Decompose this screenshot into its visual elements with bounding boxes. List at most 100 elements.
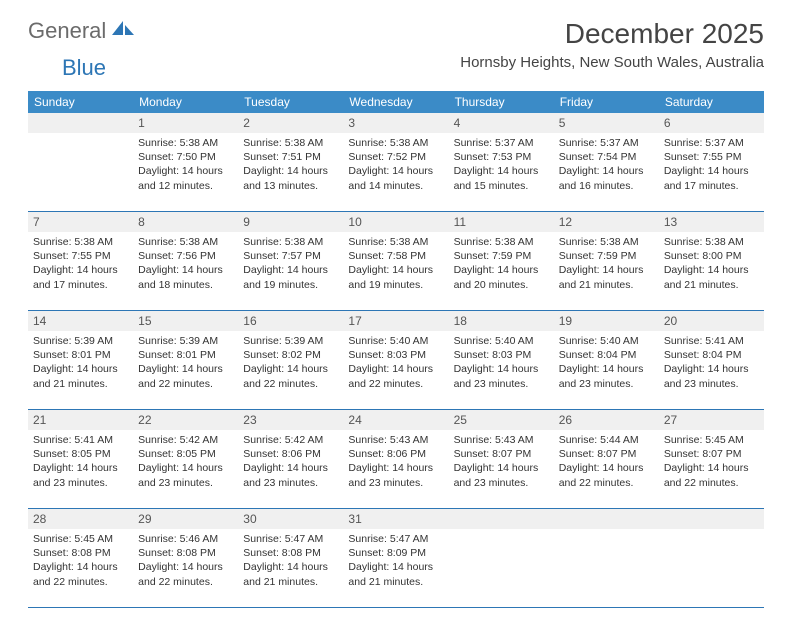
weekday-header: Sunday <box>28 91 133 113</box>
sunrise-line: Sunrise: 5:40 AM <box>348 334 443 348</box>
day-cell: Sunrise: 5:37 AMSunset: 7:53 PMDaylight:… <box>449 133 554 211</box>
sunrise-line: Sunrise: 5:43 AM <box>454 433 549 447</box>
day-cell: Sunrise: 5:38 AMSunset: 7:59 PMDaylight:… <box>449 232 554 310</box>
day-cell: Sunrise: 5:41 AMSunset: 8:04 PMDaylight:… <box>659 331 764 409</box>
day-number-cell: 22 <box>133 410 238 430</box>
sunrise-line: Sunrise: 5:38 AM <box>243 235 338 249</box>
day-cell: Sunrise: 5:41 AMSunset: 8:05 PMDaylight:… <box>28 430 133 508</box>
sunrise-line: Sunrise: 5:38 AM <box>454 235 549 249</box>
sunset-line: Sunset: 8:09 PM <box>348 546 443 560</box>
day-cell: Sunrise: 5:44 AMSunset: 8:07 PMDaylight:… <box>554 430 659 508</box>
day-number-row: 78910111213 <box>28 212 764 232</box>
daylight-line: Daylight: 14 hours and 13 minutes. <box>243 164 338 192</box>
day-number: 23 <box>243 413 256 427</box>
weekday-header-row: SundayMondayTuesdayWednesdayThursdayFrid… <box>28 91 764 113</box>
sunset-line: Sunset: 8:00 PM <box>664 249 759 263</box>
day-cell: Sunrise: 5:37 AMSunset: 7:55 PMDaylight:… <box>659 133 764 211</box>
day-number-cell: 10 <box>343 212 448 232</box>
day-cell: Sunrise: 5:38 AMSunset: 7:50 PMDaylight:… <box>133 133 238 211</box>
daylight-line: Daylight: 14 hours and 23 minutes. <box>33 461 128 489</box>
sunset-line: Sunset: 7:54 PM <box>559 150 654 164</box>
day-number-cell: 4 <box>449 113 554 133</box>
day-cell: Sunrise: 5:38 AMSunset: 7:58 PMDaylight:… <box>343 232 448 310</box>
day-number: 15 <box>138 314 151 328</box>
day-cell <box>554 529 659 607</box>
day-number-cell: 15 <box>133 311 238 331</box>
day-number-cell: 21 <box>28 410 133 430</box>
sunrise-line: Sunrise: 5:38 AM <box>348 235 443 249</box>
day-number-cell: 17 <box>343 311 448 331</box>
sunrise-line: Sunrise: 5:38 AM <box>33 235 128 249</box>
sunset-line: Sunset: 8:07 PM <box>454 447 549 461</box>
logo-text-part2: Blue <box>62 55 106 80</box>
day-cell <box>449 529 554 607</box>
day-number: 18 <box>454 314 467 328</box>
daylight-line: Daylight: 14 hours and 12 minutes. <box>138 164 233 192</box>
weekday-header: Friday <box>554 91 659 113</box>
sunrise-line: Sunrise: 5:46 AM <box>138 532 233 546</box>
sunrise-line: Sunrise: 5:40 AM <box>559 334 654 348</box>
sunset-line: Sunset: 8:08 PM <box>243 546 338 560</box>
week-row: Sunrise: 5:45 AMSunset: 8:08 PMDaylight:… <box>28 529 764 608</box>
day-number-row: 14151617181920 <box>28 311 764 331</box>
day-cell: Sunrise: 5:38 AMSunset: 7:56 PMDaylight:… <box>133 232 238 310</box>
sunset-line: Sunset: 8:05 PM <box>138 447 233 461</box>
daylight-line: Daylight: 14 hours and 22 minutes. <box>243 362 338 390</box>
sunset-line: Sunset: 8:02 PM <box>243 348 338 362</box>
day-number: 4 <box>454 116 461 130</box>
day-number: 1 <box>138 116 145 130</box>
sunset-line: Sunset: 8:05 PM <box>33 447 128 461</box>
day-cell: Sunrise: 5:38 AMSunset: 7:59 PMDaylight:… <box>554 232 659 310</box>
sunset-line: Sunset: 8:06 PM <box>243 447 338 461</box>
daylight-line: Daylight: 14 hours and 19 minutes. <box>348 263 443 291</box>
day-number: 26 <box>559 413 572 427</box>
daylight-line: Daylight: 14 hours and 23 minutes. <box>454 362 549 390</box>
day-number: 28 <box>33 512 46 526</box>
day-number: 24 <box>348 413 361 427</box>
daylight-line: Daylight: 14 hours and 22 minutes. <box>348 362 443 390</box>
day-number-cell: 23 <box>238 410 343 430</box>
day-cell: Sunrise: 5:42 AMSunset: 8:06 PMDaylight:… <box>238 430 343 508</box>
sunset-line: Sunset: 8:01 PM <box>138 348 233 362</box>
daylight-line: Daylight: 14 hours and 22 minutes. <box>559 461 654 489</box>
day-number-cell: 2 <box>238 113 343 133</box>
sunrise-line: Sunrise: 5:37 AM <box>664 136 759 150</box>
sunset-line: Sunset: 7:58 PM <box>348 249 443 263</box>
day-number: 27 <box>664 413 677 427</box>
day-number-cell: 8 <box>133 212 238 232</box>
daylight-line: Daylight: 14 hours and 21 minutes. <box>243 560 338 588</box>
sunrise-line: Sunrise: 5:45 AM <box>664 433 759 447</box>
sunrise-line: Sunrise: 5:37 AM <box>559 136 654 150</box>
day-number-cell <box>449 509 554 529</box>
weekday-header: Wednesday <box>343 91 448 113</box>
month-title: December 2025 <box>460 18 764 50</box>
day-number: 14 <box>33 314 46 328</box>
sunset-line: Sunset: 8:01 PM <box>33 348 128 362</box>
day-cell: Sunrise: 5:45 AMSunset: 8:07 PMDaylight:… <box>659 430 764 508</box>
day-number-cell: 7 <box>28 212 133 232</box>
sunset-line: Sunset: 8:08 PM <box>33 546 128 560</box>
daylight-line: Daylight: 14 hours and 17 minutes. <box>33 263 128 291</box>
sunset-line: Sunset: 7:56 PM <box>138 249 233 263</box>
daylight-line: Daylight: 14 hours and 22 minutes. <box>33 560 128 588</box>
day-number-cell: 28 <box>28 509 133 529</box>
daylight-line: Daylight: 14 hours and 23 minutes. <box>243 461 338 489</box>
day-number: 22 <box>138 413 151 427</box>
day-cell: Sunrise: 5:40 AMSunset: 8:03 PMDaylight:… <box>343 331 448 409</box>
sunrise-line: Sunrise: 5:38 AM <box>138 235 233 249</box>
sunset-line: Sunset: 7:59 PM <box>559 249 654 263</box>
day-cell: Sunrise: 5:38 AMSunset: 7:55 PMDaylight:… <box>28 232 133 310</box>
daylight-line: Daylight: 14 hours and 21 minutes. <box>664 263 759 291</box>
sunrise-line: Sunrise: 5:41 AM <box>33 433 128 447</box>
day-number-cell: 1 <box>133 113 238 133</box>
day-cell <box>659 529 764 607</box>
daylight-line: Daylight: 14 hours and 23 minutes. <box>138 461 233 489</box>
day-number: 17 <box>348 314 361 328</box>
sunset-line: Sunset: 8:03 PM <box>348 348 443 362</box>
day-number: 20 <box>664 314 677 328</box>
day-cell: Sunrise: 5:39 AMSunset: 8:02 PMDaylight:… <box>238 331 343 409</box>
day-cell <box>28 133 133 211</box>
sunset-line: Sunset: 8:08 PM <box>138 546 233 560</box>
day-cell: Sunrise: 5:47 AMSunset: 8:09 PMDaylight:… <box>343 529 448 607</box>
day-number: 5 <box>559 116 566 130</box>
